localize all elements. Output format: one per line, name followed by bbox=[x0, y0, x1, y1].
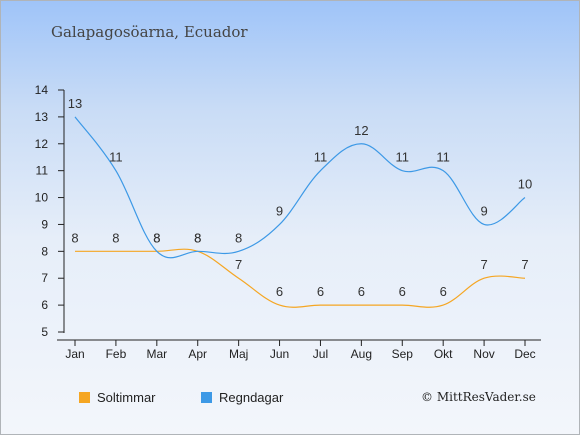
y-tick-label: 12 bbox=[35, 137, 49, 151]
data-label-soltimmar: 6 bbox=[440, 284, 447, 299]
axes: 5 6 7 8 9 10 11 12 13 14 Jan Feb Mar Apr Maj Jun Jul Aug S… bbox=[35, 83, 541, 361]
y-tick-label: 5 bbox=[41, 325, 48, 339]
data-label-soltimmar: 8 bbox=[71, 230, 78, 245]
data-label-soltimmar: 8 bbox=[153, 230, 160, 245]
y-tick-label: 13 bbox=[35, 110, 49, 124]
x-tick-label: Jan bbox=[65, 347, 84, 361]
copyright-text: © MittResVader.se bbox=[421, 390, 536, 404]
x-tick-label: Okt bbox=[434, 347, 453, 361]
x-tick-label: Maj bbox=[229, 347, 248, 361]
data-label-regndagar: 8 bbox=[235, 230, 242, 245]
x-tick-label: Sep bbox=[392, 347, 414, 361]
y-tick-label: 6 bbox=[41, 298, 48, 312]
y-tick-label: 11 bbox=[36, 164, 49, 178]
data-label-soltimmar: 6 bbox=[358, 284, 365, 299]
x-tick-label: Dec bbox=[514, 347, 535, 361]
data-label-regndagar: 11 bbox=[314, 150, 328, 165]
data-label-regndagar: 8 bbox=[153, 230, 160, 245]
y-tick-label: 10 bbox=[35, 191, 49, 205]
data-label-soltimmar: 6 bbox=[399, 284, 406, 299]
x-tick-label: Jun bbox=[270, 347, 289, 361]
legend-label-soltimmar: Soltimmar bbox=[97, 390, 156, 405]
data-label-regndagar: 11 bbox=[396, 150, 410, 165]
data-label-soltimmar: 7 bbox=[521, 257, 528, 272]
y-tick-label: 14 bbox=[35, 83, 49, 97]
x-tick-label: Nov bbox=[473, 347, 494, 361]
data-label-regndagar: 8 bbox=[194, 230, 201, 245]
legend-swatch-soltimmar bbox=[79, 392, 90, 403]
x-tick-label: Jul bbox=[313, 347, 328, 361]
data-label-soltimmar: 8 bbox=[194, 230, 201, 245]
legend-swatch-regndagar bbox=[201, 392, 212, 403]
data-label-soltimmar: 6 bbox=[276, 284, 283, 299]
x-tick-label: Mar bbox=[146, 347, 167, 361]
data-label-regndagar: 13 bbox=[68, 96, 82, 111]
series-line-regndagar bbox=[74, 116, 526, 259]
data-label-soltimmar: 6 bbox=[317, 284, 324, 299]
x-tick-label: Aug bbox=[351, 347, 372, 361]
x-tick-label: Feb bbox=[106, 347, 127, 361]
data-label-soltimmar: 7 bbox=[480, 257, 487, 272]
data-label-regndagar: 12 bbox=[354, 123, 368, 138]
x-tick-label: Apr bbox=[188, 347, 207, 361]
data-label-soltimmar: 8 bbox=[112, 230, 119, 245]
data-label-regndagar: 11 bbox=[436, 150, 450, 165]
legend-label-regndagar: Regndagar bbox=[219, 390, 284, 405]
chart-title: Galapagosöarna, Ecuador bbox=[51, 23, 248, 41]
data-label-soltimmar: 7 bbox=[235, 257, 242, 272]
y-tick-label: 7 bbox=[41, 271, 48, 285]
series-lines bbox=[74, 116, 526, 308]
legend-item-soltimmar: Soltimmar bbox=[79, 390, 156, 405]
data-label-regndagar: 10 bbox=[518, 177, 532, 192]
data-label-regndagar: 9 bbox=[480, 203, 487, 218]
legend-item-regndagar: Regndagar bbox=[201, 390, 283, 405]
data-label-regndagar: 11 bbox=[109, 150, 123, 165]
y-tick-label: 9 bbox=[41, 217, 48, 231]
series-line-soltimmar bbox=[74, 248, 526, 308]
data-label-regndagar: 9 bbox=[276, 203, 283, 218]
y-tick-label: 8 bbox=[41, 244, 48, 258]
